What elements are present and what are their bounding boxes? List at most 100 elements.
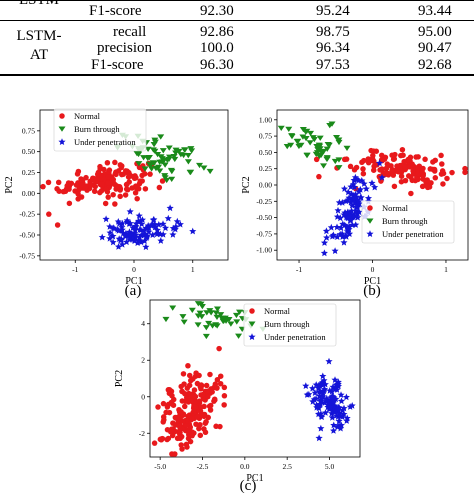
- table-value-cell: 95.24: [316, 3, 350, 19]
- legend-label: Normal: [382, 203, 409, 213]
- data-point: [217, 373, 224, 379]
- data-point: [444, 175, 450, 182]
- data-point: [166, 204, 174, 212]
- table-value-cell: 93.44: [418, 3, 452, 19]
- data-point: [172, 150, 180, 156]
- legend-label: Burn through: [382, 216, 428, 226]
- data-point: [236, 309, 244, 315]
- data-point: [137, 178, 143, 184]
- legend-label: Burn through: [264, 319, 310, 329]
- data-point: [315, 410, 323, 418]
- data-point: [112, 171, 119, 177]
- data-point: [328, 388, 336, 395]
- data-point: [369, 155, 376, 162]
- data-point: [106, 229, 114, 236]
- data-point: [214, 376, 221, 383]
- data-point: [133, 174, 139, 181]
- data-point: [207, 371, 213, 378]
- data-point: [326, 387, 334, 394]
- series-normal: [313, 146, 468, 197]
- data-point: [151, 440, 158, 446]
- data-point: [156, 168, 164, 174]
- scatter-svg: -1 0 1 -1.00 -0.75 -0.50 -0.25 0.00 0.25 0.50 0.75…: [241, 109, 469, 287]
- data-point: [192, 393, 199, 400]
- data-point: [425, 184, 431, 191]
- data-point: [347, 183, 355, 190]
- data-point: [125, 235, 133, 243]
- data-point: [347, 163, 354, 170]
- data-point: [109, 224, 117, 231]
- data-point: [198, 411, 205, 418]
- data-point: [344, 224, 352, 232]
- scatter-plot-b: -1 0 1 -1.00 -0.75 -0.50 -0.25 0.00 0.25 0.50 0.75…: [240, 100, 474, 290]
- y-tick-label: 0.50: [22, 147, 35, 156]
- data-point: [394, 163, 400, 169]
- data-point: [360, 166, 366, 172]
- data-point: [128, 235, 136, 243]
- data-point: [422, 156, 428, 163]
- data-point: [439, 168, 446, 174]
- scatter-plot-a: -1 0 1 -0.75 -0.50 -0.25 0.00 0.25 0.50 0.75 PC1 PC…: [0, 100, 240, 290]
- data-point: [440, 181, 446, 187]
- data-point: [150, 160, 158, 166]
- data-point: [162, 224, 170, 232]
- data-point: [324, 399, 333, 407]
- data-point: [333, 213, 341, 220]
- data-point: [335, 157, 343, 163]
- data-point: [145, 224, 153, 231]
- table-model-cell: LSTM: [19, 0, 60, 8]
- y-tick-label: 0.75: [22, 126, 35, 135]
- data-point: [309, 397, 317, 405]
- data-point: [76, 186, 82, 193]
- data-point: [313, 150, 321, 156]
- data-point: [225, 316, 233, 323]
- data-point: [198, 303, 206, 310]
- data-point: [316, 135, 324, 141]
- data-point: [198, 314, 206, 320]
- data-point: [109, 238, 117, 246]
- data-point: [180, 371, 187, 377]
- data-point: [235, 333, 243, 339]
- x-tick-label: 0.0: [240, 462, 250, 471]
- data-point: [343, 145, 351, 152]
- x-tick-label: 0: [132, 265, 136, 274]
- data-point: [299, 134, 307, 140]
- data-point: [249, 308, 255, 314]
- legend-label: Under penetration: [382, 229, 444, 239]
- data-point: [390, 172, 397, 178]
- y-tick-label: 0: [141, 392, 145, 401]
- data-point: [186, 372, 193, 379]
- data-point: [285, 126, 293, 132]
- y-tick-label: -0.50: [19, 231, 35, 240]
- data-point: [337, 424, 345, 432]
- data-point: [319, 389, 327, 397]
- data-point: [341, 221, 349, 229]
- data-point: [132, 231, 140, 238]
- data-point: [338, 199, 346, 206]
- data-point: [159, 148, 167, 154]
- data-point: [430, 159, 436, 165]
- data-point: [200, 165, 208, 171]
- data-point: [319, 372, 327, 380]
- data-point: [311, 389, 319, 396]
- data-point: [389, 152, 395, 158]
- data-point: [353, 164, 360, 171]
- data-point: [367, 205, 373, 211]
- data-point: [157, 237, 165, 244]
- data-point: [212, 310, 220, 316]
- data-point: [309, 384, 317, 392]
- y-tick-label: 0.00: [259, 181, 272, 190]
- x-tick-label: 0: [371, 265, 375, 274]
- scatter-plot-c: -5.0 -2.5 0.0 2.5 5.0 -2 0 2 4 PC1 PC2 Normal Burn t…: [110, 295, 370, 484]
- data-point: [159, 230, 167, 238]
- data-point: [114, 226, 122, 233]
- data-point: [156, 184, 163, 191]
- data-point: [165, 156, 173, 163]
- data-point: [164, 436, 170, 443]
- data-point: [399, 146, 406, 153]
- data-point: [155, 221, 163, 228]
- data-point: [413, 154, 419, 160]
- data-point: [342, 231, 350, 239]
- data-point: [354, 213, 362, 221]
- data-point: [334, 405, 342, 413]
